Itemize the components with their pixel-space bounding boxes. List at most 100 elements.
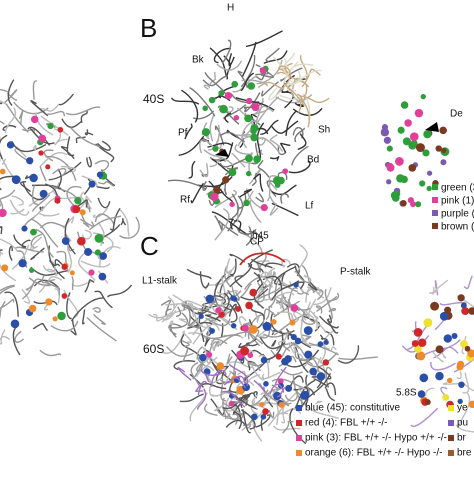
structure-part xyxy=(206,352,212,358)
structure-part xyxy=(199,314,204,319)
structure-part xyxy=(58,127,64,133)
structure-part xyxy=(396,174,404,182)
structure-part xyxy=(246,171,251,176)
structure-part xyxy=(0,299,14,308)
structure-part xyxy=(416,143,425,152)
annotation: Bk xyxy=(192,55,205,66)
structure-part xyxy=(67,136,74,155)
structure-part xyxy=(0,209,7,217)
structure-part xyxy=(401,101,409,109)
structure-part xyxy=(3,126,16,131)
annotation: 5.8S xyxy=(396,388,417,399)
structure-part xyxy=(289,320,295,326)
structure-part xyxy=(386,179,391,184)
structure-part xyxy=(444,334,452,342)
structure-part xyxy=(209,97,215,103)
structure-part xyxy=(15,331,24,342)
structure-part xyxy=(38,135,46,143)
structure-part xyxy=(250,134,258,142)
structure-part xyxy=(202,128,210,136)
structures xyxy=(0,31,474,444)
structure-part xyxy=(206,295,215,304)
structure-part xyxy=(5,108,15,133)
structure-part xyxy=(40,214,59,217)
structure-part xyxy=(80,209,86,215)
structure-part xyxy=(189,161,195,178)
legend: blue (45): constitutive red (4): FBL +/+… xyxy=(296,403,472,459)
structure-part xyxy=(8,80,13,106)
subunit-label: 40S xyxy=(143,92,164,106)
structure-part xyxy=(29,305,37,313)
structure-part xyxy=(271,319,277,325)
structure-part xyxy=(394,191,400,197)
structure-part xyxy=(61,264,67,270)
structure-part xyxy=(72,281,94,286)
structure-part xyxy=(339,357,378,359)
structure-part xyxy=(408,141,416,149)
structure-part xyxy=(213,186,220,193)
structure-part xyxy=(209,328,215,334)
structure-part xyxy=(418,390,426,398)
structure-part xyxy=(88,269,94,275)
structure-part xyxy=(427,171,432,176)
structure-part xyxy=(0,110,4,124)
structure-part xyxy=(212,146,218,152)
structure-part xyxy=(290,304,298,312)
structure-part xyxy=(442,394,449,401)
structure-part xyxy=(421,94,426,99)
structure-part xyxy=(59,94,74,105)
structure-part xyxy=(45,164,50,169)
structure-part xyxy=(84,248,92,256)
structure-part xyxy=(29,174,37,182)
legend-entry: pink (3): FBL +/+ -/- Hypo +/+ -/- xyxy=(305,433,447,444)
structure-part xyxy=(461,307,469,315)
structure-part xyxy=(246,31,282,47)
structure-part xyxy=(1,264,8,271)
structure-part xyxy=(45,305,48,309)
structure-part xyxy=(281,194,288,204)
structure-part xyxy=(291,334,297,340)
structure-part xyxy=(99,252,107,260)
structure-part xyxy=(13,327,20,355)
structure-part xyxy=(187,269,211,278)
structure-part xyxy=(250,200,261,222)
structure-part xyxy=(221,132,245,141)
structure-part xyxy=(234,115,239,120)
structure-part xyxy=(231,81,238,88)
structure-part xyxy=(97,172,103,178)
structure-part xyxy=(410,201,416,207)
structure-part xyxy=(40,166,46,181)
structure-part xyxy=(85,280,94,292)
structure-part xyxy=(324,340,329,345)
annotation: L1-stalk xyxy=(142,276,178,287)
structure-part xyxy=(298,134,306,150)
structure-part xyxy=(6,104,28,133)
structure-part xyxy=(458,294,465,301)
structure-part xyxy=(55,289,59,303)
legend-entry: pu xyxy=(457,418,468,429)
legend-entry: ye xyxy=(457,403,468,414)
structure-part xyxy=(219,105,228,114)
structure-part xyxy=(235,276,243,287)
structure-part xyxy=(193,111,213,119)
structure-part xyxy=(180,394,204,401)
annotation: Lf xyxy=(305,201,314,212)
structure-part xyxy=(98,273,106,281)
structure-part xyxy=(304,326,313,335)
subunit-label: 60S xyxy=(143,342,164,356)
structure-part xyxy=(62,237,70,245)
structure-part xyxy=(261,414,267,420)
structure-part xyxy=(235,306,241,312)
structure-part xyxy=(408,164,416,172)
structure-part xyxy=(82,230,91,239)
structure-part xyxy=(0,241,3,254)
annotation: Bd xyxy=(307,155,319,166)
structure-part xyxy=(0,301,5,322)
structure-part xyxy=(298,245,307,272)
structure-part xyxy=(201,271,209,287)
structure-part xyxy=(40,222,65,227)
structure-part xyxy=(40,190,48,198)
structure-part xyxy=(85,129,93,134)
structure-part xyxy=(79,253,95,281)
structure-part xyxy=(204,85,209,89)
